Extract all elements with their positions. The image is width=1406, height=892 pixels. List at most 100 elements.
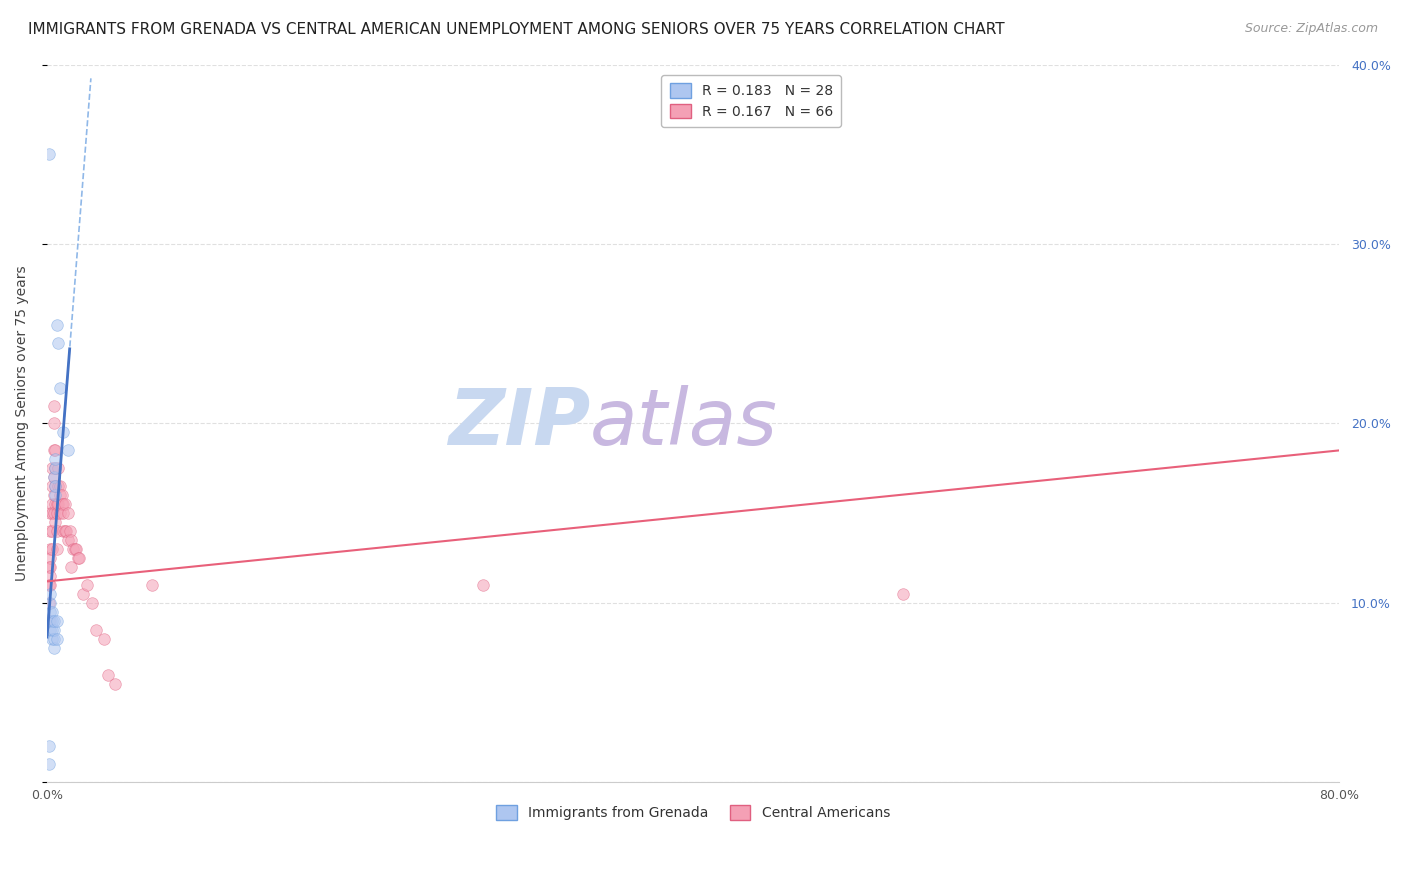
Point — [42, 614, 65, 628]
Point — [41, 524, 63, 538]
Point — [38, 614, 60, 628]
Point — [44, 452, 66, 467]
Y-axis label: Unemployment Among Seniors over 75 years: Unemployment Among Seniors over 75 years — [15, 266, 30, 582]
Point — [97, 667, 120, 681]
Point — [45, 318, 67, 332]
Point — [472, 578, 495, 592]
Point — [62, 542, 84, 557]
Point — [141, 578, 163, 592]
Point — [38, 578, 60, 592]
Point — [48, 461, 70, 475]
Point — [39, 614, 62, 628]
Point — [39, 560, 62, 574]
Point — [44, 461, 66, 475]
Point — [41, 479, 63, 493]
Point — [52, 506, 75, 520]
Point — [65, 542, 87, 557]
Point — [56, 506, 79, 520]
Point — [44, 488, 66, 502]
Point — [42, 506, 65, 520]
Point — [76, 578, 98, 592]
Point — [52, 497, 75, 511]
Point — [39, 551, 62, 566]
Point — [45, 542, 67, 557]
Point — [39, 524, 62, 538]
Text: ZIP: ZIP — [447, 385, 589, 461]
Text: atlas: atlas — [589, 385, 778, 461]
Point — [41, 497, 63, 511]
Point — [52, 524, 75, 538]
Point — [38, 596, 60, 610]
Point — [38, 147, 60, 161]
Point — [49, 488, 72, 502]
Point — [44, 479, 66, 493]
Point — [56, 533, 79, 548]
Point — [59, 524, 82, 538]
Point — [84, 623, 107, 637]
Point — [49, 479, 72, 493]
Point — [39, 605, 62, 619]
Point — [82, 596, 104, 610]
Point — [60, 533, 83, 548]
Point — [44, 515, 66, 529]
Point — [38, 560, 60, 574]
Point — [42, 470, 65, 484]
Point — [41, 632, 63, 646]
Point — [60, 560, 83, 574]
Point — [891, 587, 914, 601]
Point — [42, 632, 65, 646]
Point — [49, 506, 72, 520]
Point — [93, 632, 115, 646]
Point — [41, 623, 63, 637]
Point — [63, 542, 86, 557]
Point — [41, 605, 63, 619]
Point — [41, 614, 63, 628]
Point — [42, 417, 65, 431]
Point — [38, 757, 60, 772]
Point — [48, 479, 70, 493]
Point — [52, 425, 75, 440]
Point — [45, 506, 67, 520]
Point — [38, 739, 60, 754]
Point — [44, 479, 66, 493]
Legend: Immigrants from Grenada, Central Americans: Immigrants from Grenada, Central America… — [491, 800, 896, 826]
Point — [39, 569, 62, 583]
Point — [67, 551, 90, 566]
Point — [42, 443, 65, 458]
Point — [56, 443, 79, 458]
Point — [42, 640, 65, 655]
Point — [45, 614, 67, 628]
Point — [66, 551, 89, 566]
Text: IMMIGRANTS FROM GRENADA VS CENTRAL AMERICAN UNEMPLOYMENT AMONG SENIORS OVER 75 Y: IMMIGRANTS FROM GRENADA VS CENTRAL AMERI… — [28, 22, 1005, 37]
Point — [41, 461, 63, 475]
Point — [41, 506, 63, 520]
Point — [44, 497, 66, 511]
Point — [51, 497, 73, 511]
Point — [44, 461, 66, 475]
Point — [42, 470, 65, 484]
Text: Source: ZipAtlas.com: Source: ZipAtlas.com — [1244, 22, 1378, 36]
Point — [42, 399, 65, 413]
Point — [55, 524, 77, 538]
Point — [53, 524, 76, 538]
Point — [45, 497, 67, 511]
Point — [45, 524, 67, 538]
Point — [39, 587, 62, 601]
Point — [48, 497, 70, 511]
Point — [48, 335, 70, 350]
Point — [39, 596, 62, 610]
Point — [104, 676, 127, 690]
Point — [39, 506, 62, 520]
Point — [42, 623, 65, 637]
Point — [51, 488, 73, 502]
Point — [41, 542, 63, 557]
Point — [49, 381, 72, 395]
Point — [42, 488, 65, 502]
Point — [39, 542, 62, 557]
Point — [72, 587, 94, 601]
Point — [39, 578, 62, 592]
Point — [45, 632, 67, 646]
Point — [44, 443, 66, 458]
Point — [39, 623, 62, 637]
Point — [53, 497, 76, 511]
